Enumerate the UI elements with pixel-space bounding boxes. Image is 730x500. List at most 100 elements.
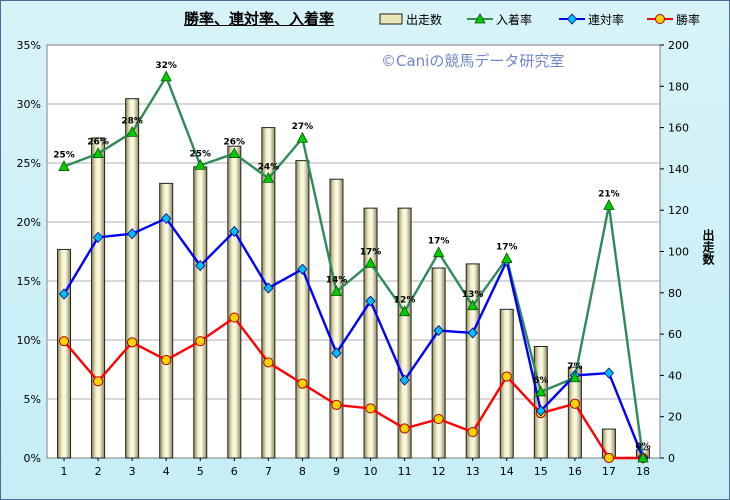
y-right-tick-label: 80 [668, 287, 682, 300]
x-tick-label: 12 [432, 465, 446, 478]
bar [295, 160, 310, 459]
line-quinella-rate [62, 217, 645, 459]
y-left-tick-label: 35% [17, 39, 41, 52]
y-right-tick-label: 120 [668, 204, 689, 217]
y-left-tick-label: 25% [17, 157, 41, 170]
marker-triangle [364, 256, 377, 268]
x-tick-label: 1 [61, 465, 68, 478]
marker-diamond [195, 260, 206, 272]
legend-circle-line-icon [647, 14, 673, 24]
marker-triangle [330, 285, 343, 297]
watermark: ©Caniの競馬データ研究室 [381, 52, 565, 70]
marker-triangle [296, 131, 309, 143]
x-tick-label: 11 [398, 465, 412, 478]
legend-triangle-line-icon [467, 13, 493, 24]
marker-diamond [127, 228, 138, 240]
marker-triangle [92, 147, 104, 158]
marker-diamond [399, 374, 410, 386]
data-label: 17% [360, 247, 382, 257]
y-right-tick-label: 200 [668, 39, 689, 52]
marker-circle [195, 336, 206, 347]
x-tick-label: 3 [129, 465, 136, 478]
x-tick-label: 10 [364, 465, 378, 478]
x-tick-label: 16 [568, 465, 582, 478]
data-label: 32% [155, 61, 177, 71]
chart-title: 勝率、連対率、入着率 [184, 10, 335, 28]
marker-circle [58, 336, 70, 347]
marker-triangle [126, 125, 138, 137]
marker-circle [467, 426, 478, 438]
legend-label-bars: 出走数 [406, 12, 443, 27]
x-tick-label: 9 [333, 465, 340, 478]
marker-diamond [535, 405, 546, 417]
data-label: 6% [533, 376, 548, 386]
data-label: 12% [394, 296, 416, 306]
marker-triangle [603, 199, 615, 210]
marker-diamond [365, 295, 376, 307]
y-right-tick-label: 60 [668, 328, 682, 341]
y-left-tick-label: 10% [17, 334, 41, 347]
marker-triangle [160, 70, 172, 82]
y-right-tick-label: 160 [668, 122, 689, 135]
data-label: 13% [462, 290, 484, 300]
legend-label-quinella-rate: 連対率 [588, 12, 625, 27]
marker-circle [297, 378, 308, 389]
bar [91, 137, 106, 459]
line-place-rate [63, 75, 645, 459]
marker-triangle [569, 371, 581, 383]
marker-diamond [93, 231, 104, 243]
data-label: 0% [635, 442, 650, 452]
marker-circle [127, 337, 138, 348]
marker-diamond [229, 225, 240, 238]
marker-diamond [297, 263, 308, 275]
x-tick-label: 6 [231, 465, 238, 478]
marker-triangle [398, 305, 411, 317]
marker-triangle [535, 385, 547, 397]
marker-circle [399, 423, 410, 434]
plot-area [46, 44, 661, 459]
marker-diamond [58, 288, 70, 300]
data-label: 25% [53, 151, 75, 161]
data-label: 25% [189, 149, 211, 159]
marker-triangle [467, 299, 479, 311]
bar [431, 267, 446, 459]
y-left-tick-label: 15% [17, 275, 41, 288]
legend-item-bars: 出走数 [379, 10, 442, 28]
x-tick-label: 17 [602, 465, 616, 478]
y-left-tick-label: 20% [17, 216, 41, 229]
marker-triangle [637, 451, 649, 463]
marker-circle [92, 376, 104, 387]
legend-label-place-rate: 入着率 [496, 12, 533, 27]
bar [363, 207, 378, 459]
line-win-rate [63, 316, 643, 460]
bar [227, 145, 242, 459]
marker-triangle [501, 252, 513, 263]
marker-diamond [467, 327, 478, 339]
marker-diamond [331, 347, 342, 359]
marker-triangle [262, 171, 275, 183]
data-label: 27% [292, 122, 314, 132]
x-tick-label: 7 [265, 465, 272, 478]
marker-triangle [194, 159, 206, 170]
legend-item-win-rate: 勝率 [647, 10, 700, 28]
marker-circle [263, 357, 274, 368]
y-right-tick-label: 140 [668, 163, 689, 176]
x-tick-label: 2 [95, 465, 102, 478]
data-label: 17% [496, 243, 518, 253]
right-axis-title: 出走数 [701, 229, 715, 265]
marker-triangle [58, 160, 70, 171]
y-right-tick-label: 40 [668, 369, 682, 382]
y-left-tick-label: 0% [24, 452, 41, 465]
data-label: 26% [87, 138, 109, 148]
x-tick-label: 8 [299, 465, 306, 478]
marker-circle [331, 399, 342, 410]
marker-circle [161, 354, 172, 366]
bar [193, 166, 208, 459]
bar [533, 345, 548, 459]
data-label: 7% [567, 362, 582, 372]
x-tick-label: 5 [197, 465, 204, 478]
y-right-tick-label: 0 [668, 452, 675, 465]
data-label: 21% [598, 189, 620, 199]
data-label: 14% [326, 276, 348, 286]
